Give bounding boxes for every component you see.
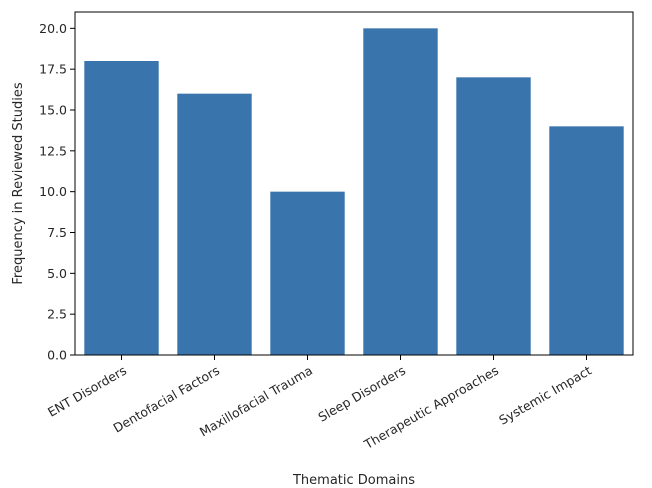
y-tick-label: 20.0 (39, 21, 67, 36)
x-axis-label: Thematic Domains (292, 473, 415, 488)
x-tick-label: ENT Disorders (45, 363, 129, 420)
bar-dentofacial-factors (177, 93, 252, 356)
bars-group (84, 28, 624, 356)
plot-frame (74, 11, 634, 356)
y-tick-label: 2.5 (47, 307, 67, 322)
bar-systemic-impact (549, 126, 624, 355)
y-tick-label: 7.5 (47, 225, 67, 240)
bar-therapeutic-approaches (456, 77, 531, 355)
bar-ent-disorders (84, 61, 159, 355)
bar-sleep-disorders (363, 28, 438, 355)
y-tick-label: 12.5 (39, 143, 67, 158)
y-tick-label: 10.0 (39, 184, 67, 199)
bar-maxillofacial-trauma (270, 191, 345, 355)
x-tick-label: Systemic Impact (496, 363, 594, 428)
y-tick-label: 17.5 (39, 62, 67, 77)
y-tick-label: 5.0 (47, 266, 67, 281)
y-axis-ticks: 0.0 2.5 5.0 7.5 10.0 12.5 15.0 17.5 20.0 (39, 21, 75, 363)
y-tick-label: 15.0 (39, 103, 67, 118)
y-tick-label: 0.0 (47, 348, 67, 363)
y-axis-label: Frequency in Reviewed Studies (11, 82, 26, 284)
x-tick-label: Sleep Disorders (315, 363, 408, 425)
